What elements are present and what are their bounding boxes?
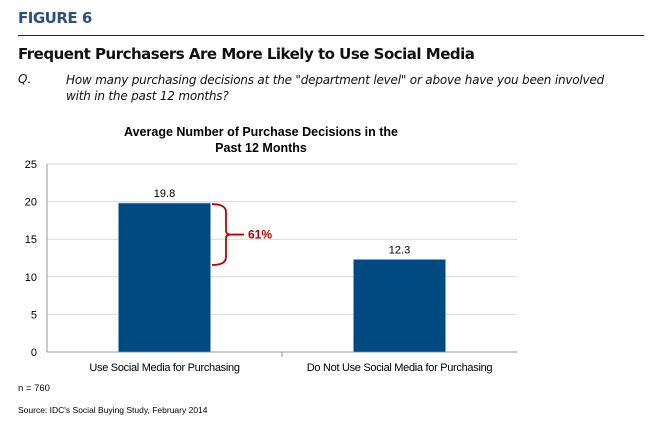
chart-title: Average Number of Purchase Decisions in … [124, 125, 398, 139]
y-tick-label: 0 [31, 347, 37, 359]
data-label: 12.3 [389, 245, 410, 257]
question-text: How many purchasing decisions at the "de… [66, 73, 605, 103]
data-label: 19.8 [154, 188, 175, 200]
figure-heading: Frequent Purchasers Are More Likely to U… [18, 45, 475, 63]
difference-annotation: 61% [248, 228, 272, 242]
bar [118, 202, 211, 353]
bracket-icon [211, 203, 244, 266]
figure-label: FIGURE 6 [18, 9, 92, 27]
y-tick-label: 10 [25, 272, 37, 284]
divider [18, 35, 644, 36]
y-tick-label: 5 [31, 309, 37, 321]
chart-title: Past 12 Months [215, 141, 307, 155]
x-tick-label: Use Social Media for Purchasing [89, 362, 239, 374]
y-tick-label: 15 [25, 234, 37, 246]
x-tick-label: Do Not Use Social Media for Purchasing [307, 362, 493, 374]
source-note: Source: IDC's Social Buying Study, Febru… [18, 405, 208, 415]
y-tick-label: 25 [25, 159, 37, 171]
question-label: Q. [18, 72, 32, 86]
y-tick-label: 20 [25, 197, 37, 209]
bar [353, 259, 446, 353]
sample-size: n = 760 [18, 383, 50, 394]
